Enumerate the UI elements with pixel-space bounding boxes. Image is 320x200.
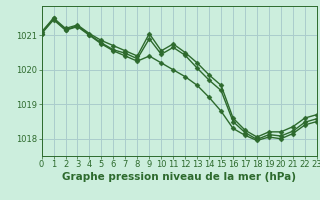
X-axis label: Graphe pression niveau de la mer (hPa): Graphe pression niveau de la mer (hPa) [62,172,296,182]
